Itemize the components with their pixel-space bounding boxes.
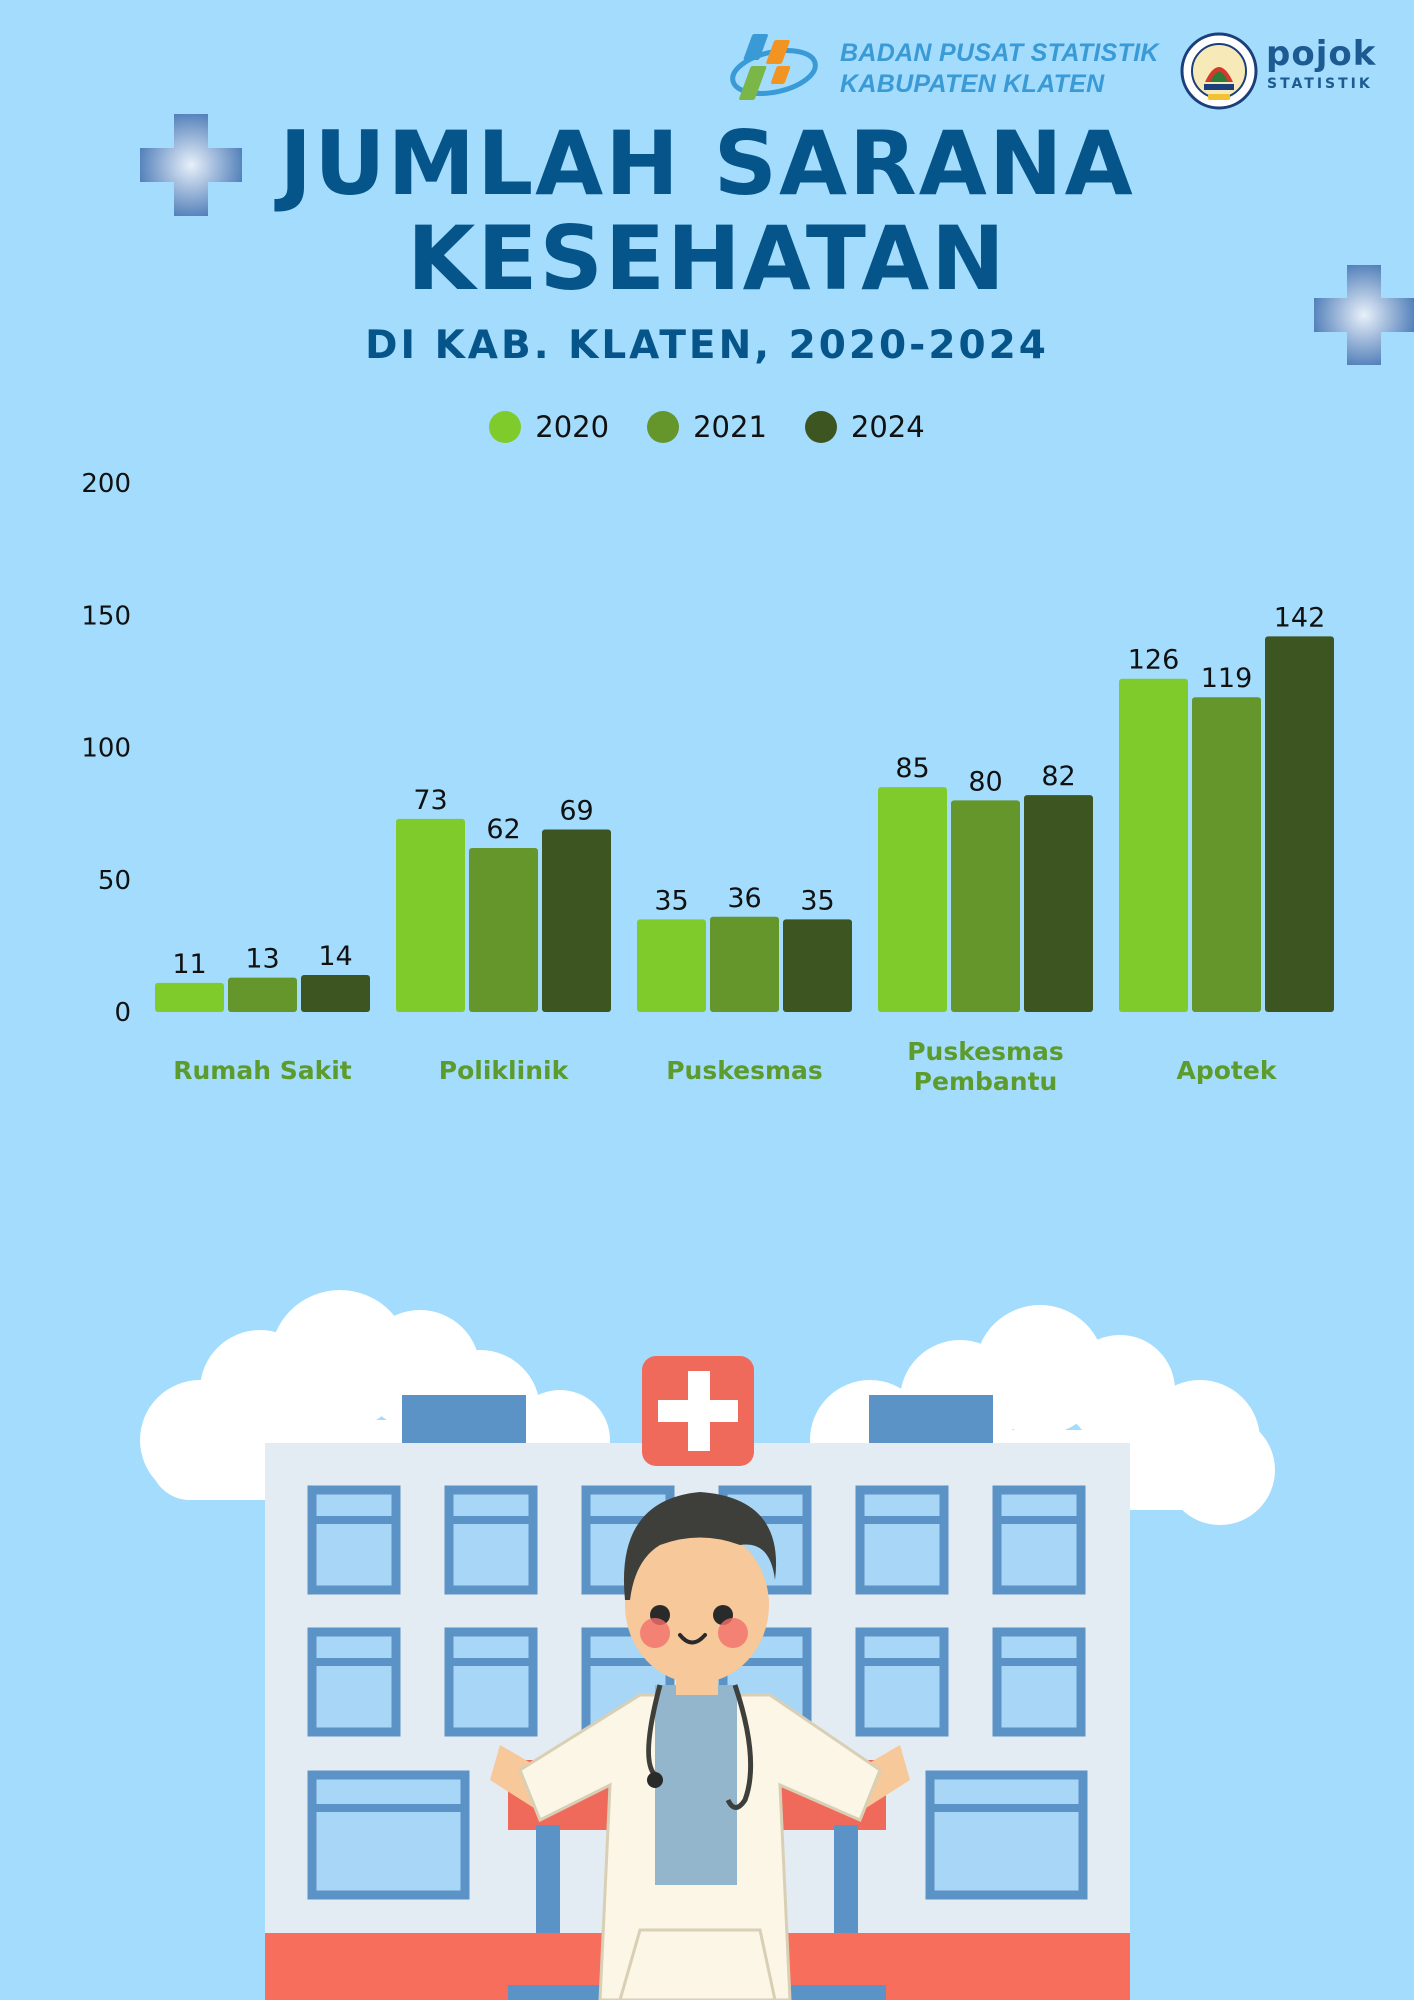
chart-title-line-1: JUMLAH SARANA	[279, 112, 1135, 215]
value-label: 13	[245, 944, 279, 975]
category-label: Puskesmas	[666, 1056, 823, 1085]
legend-item-2024: 2024	[804, 410, 925, 444]
organization-line-2: KABUPATEN KLATEN	[840, 70, 1105, 98]
value-label: 35	[654, 885, 688, 916]
organization-name: BADAN PUSAT STATISTIK KABUPATEN KLATEN	[840, 38, 1159, 100]
bar-2024	[301, 974, 370, 1012]
value-label: 11	[172, 949, 206, 980]
bar-2024	[1265, 636, 1334, 1012]
value-label: 80	[968, 766, 1002, 797]
legend-item-2020: 2020	[489, 410, 609, 444]
chart-title-line-2: KESEHATAN	[407, 207, 1007, 310]
bar-2021	[710, 916, 779, 1012]
bar-2020	[637, 919, 706, 1012]
bar-2021	[469, 848, 538, 1012]
category-label: Puskesmas	[907, 1037, 1064, 1066]
legend-swatch-2024	[804, 411, 837, 443]
bar-2024	[542, 829, 611, 1012]
y-tick-label: 200	[81, 469, 131, 499]
y-tick-label: 0	[114, 998, 131, 1028]
value-label: 85	[895, 753, 929, 784]
bar-2021	[951, 800, 1020, 1012]
bar-2024	[783, 919, 852, 1012]
bar-chart: 0 50 100 150 200 11 13 14 Rumah Sakit 73 62 69 Polik…	[81, 469, 1334, 1096]
medical-cross-icon	[642, 1356, 754, 1466]
chart-subtitle: DI KAB. KLATEN, 2020-2024	[365, 323, 1049, 368]
value-label: 142	[1274, 602, 1326, 633]
legend-swatch-2020	[489, 411, 522, 443]
value-label: 14	[318, 941, 352, 972]
legend-label-2020: 2020	[535, 410, 610, 444]
doctor-icon	[490, 1492, 910, 2000]
chart-legend: 2020 2021 2024	[0, 410, 1414, 444]
bar-2020	[155, 982, 224, 1012]
value-label: 36	[727, 883, 761, 914]
organization-line-1: BADAN PUSAT STATISTIK	[840, 39, 1159, 67]
legend-swatch-2021	[647, 411, 680, 443]
pojok-statistik-subtitle: STATISTIK	[1267, 76, 1373, 92]
category-label: Rumah Sakit	[173, 1056, 352, 1085]
value-label: 119	[1201, 663, 1253, 694]
value-label: 35	[800, 885, 834, 916]
bar-2021	[228, 977, 297, 1012]
y-tick-label: 100	[81, 734, 131, 764]
bar-2020	[396, 818, 465, 1012]
bar-2024	[1024, 795, 1093, 1012]
value-label: 82	[1041, 761, 1075, 792]
plus-decoration-left-icon	[140, 114, 242, 216]
legend-item-2021: 2021	[647, 410, 767, 444]
legend-label-2024: 2024	[850, 410, 925, 444]
value-label: 62	[486, 814, 520, 845]
bar-2020	[1119, 678, 1188, 1012]
category-label: Apotek	[1177, 1056, 1278, 1085]
value-label: 126	[1128, 645, 1180, 676]
bar-2021	[1192, 697, 1261, 1012]
plus-decoration-right-icon	[1314, 265, 1414, 365]
category-label: Poliklinik	[439, 1056, 570, 1085]
value-label: 73	[413, 785, 447, 816]
category-label: Pembantu	[914, 1067, 1058, 1096]
legend-label-2021: 2021	[693, 410, 767, 444]
value-label: 69	[559, 795, 593, 826]
pojok-statistik-logo: pojok	[1266, 34, 1377, 74]
hospital-doctor-illustration	[140, 1290, 1275, 2000]
bps-logo-icon	[730, 34, 818, 100]
y-tick-label: 50	[98, 866, 131, 896]
bar-2020	[878, 787, 947, 1012]
university-seal-icon	[1180, 32, 1258, 110]
y-tick-label: 150	[81, 601, 131, 631]
